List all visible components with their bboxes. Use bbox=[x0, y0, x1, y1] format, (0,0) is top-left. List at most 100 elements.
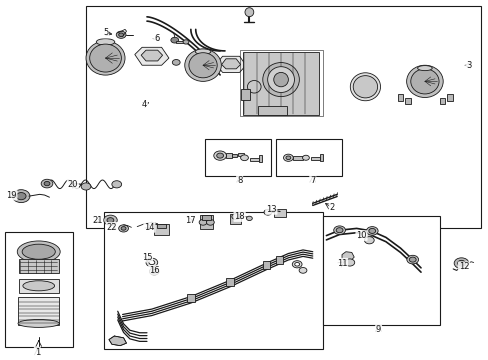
Circle shape bbox=[302, 155, 309, 160]
Circle shape bbox=[333, 226, 345, 234]
Text: 13: 13 bbox=[265, 205, 276, 214]
Circle shape bbox=[146, 258, 158, 267]
Bar bbox=[104, 212, 322, 348]
Circle shape bbox=[152, 270, 157, 273]
Text: 9: 9 bbox=[375, 325, 381, 334]
Text: 14: 14 bbox=[144, 223, 154, 232]
Ellipse shape bbox=[352, 76, 377, 98]
Circle shape bbox=[116, 31, 126, 39]
Circle shape bbox=[368, 228, 375, 233]
Polygon shape bbox=[216, 56, 245, 72]
Circle shape bbox=[285, 156, 290, 159]
Circle shape bbox=[240, 155, 248, 161]
Bar bbox=[310, 157, 319, 160]
Ellipse shape bbox=[417, 66, 431, 71]
Text: 5: 5 bbox=[102, 28, 108, 37]
Ellipse shape bbox=[247, 81, 261, 93]
Bar bbox=[249, 158, 258, 161]
Circle shape bbox=[16, 193, 26, 200]
Text: 7: 7 bbox=[309, 176, 315, 185]
Bar bbox=[239, 50, 322, 116]
Circle shape bbox=[121, 226, 126, 230]
Bar bbox=[447, 94, 452, 101]
Bar bbox=[19, 259, 59, 273]
Ellipse shape bbox=[96, 39, 115, 45]
Circle shape bbox=[294, 262, 299, 266]
Ellipse shape bbox=[244, 8, 253, 17]
Bar bbox=[230, 215, 241, 225]
Text: 10: 10 bbox=[356, 231, 366, 240]
Ellipse shape bbox=[195, 49, 210, 54]
Bar bbox=[157, 224, 165, 228]
Text: 19: 19 bbox=[6, 190, 17, 199]
Circle shape bbox=[364, 237, 373, 244]
Circle shape bbox=[112, 181, 122, 188]
Circle shape bbox=[366, 226, 377, 235]
Circle shape bbox=[172, 59, 180, 65]
Circle shape bbox=[213, 151, 226, 160]
Circle shape bbox=[103, 215, 117, 225]
Ellipse shape bbox=[183, 40, 188, 44]
Polygon shape bbox=[141, 50, 162, 61]
Circle shape bbox=[81, 183, 91, 190]
Text: 20: 20 bbox=[67, 180, 78, 189]
Bar bbox=[226, 278, 233, 286]
Polygon shape bbox=[341, 252, 353, 261]
Bar bbox=[19, 279, 59, 293]
Bar bbox=[273, 210, 285, 217]
Bar bbox=[187, 294, 194, 302]
Bar bbox=[439, 98, 445, 104]
Bar bbox=[201, 215, 211, 220]
Polygon shape bbox=[221, 59, 240, 69]
Circle shape bbox=[149, 268, 159, 275]
Circle shape bbox=[292, 261, 302, 268]
Bar bbox=[237, 153, 243, 156]
Text: 11: 11 bbox=[336, 259, 346, 268]
Text: 21: 21 bbox=[92, 216, 102, 225]
Circle shape bbox=[335, 228, 342, 233]
Bar bbox=[243, 52, 318, 114]
Bar bbox=[199, 215, 213, 229]
Bar bbox=[322, 216, 439, 325]
Circle shape bbox=[457, 260, 465, 266]
Ellipse shape bbox=[86, 41, 125, 75]
Text: 1: 1 bbox=[35, 348, 40, 357]
Circle shape bbox=[408, 257, 415, 262]
Bar bbox=[225, 153, 231, 158]
Bar bbox=[275, 256, 283, 264]
Ellipse shape bbox=[273, 72, 288, 87]
Circle shape bbox=[453, 258, 468, 269]
Bar bbox=[154, 224, 168, 235]
Bar bbox=[240, 89, 250, 100]
Ellipse shape bbox=[22, 244, 55, 259]
Bar bbox=[205, 139, 271, 176]
Bar bbox=[232, 154, 237, 157]
Text: 2: 2 bbox=[329, 203, 334, 212]
Circle shape bbox=[41, 179, 53, 188]
Ellipse shape bbox=[406, 65, 442, 98]
Text: 8: 8 bbox=[237, 176, 242, 185]
Ellipse shape bbox=[349, 73, 380, 101]
Bar bbox=[320, 154, 323, 161]
Ellipse shape bbox=[267, 67, 294, 93]
Circle shape bbox=[283, 154, 293, 161]
Bar bbox=[276, 139, 341, 176]
Circle shape bbox=[216, 153, 223, 158]
Polygon shape bbox=[361, 231, 371, 238]
Bar bbox=[86, 6, 480, 228]
Circle shape bbox=[12, 190, 30, 203]
Circle shape bbox=[206, 220, 214, 225]
Circle shape bbox=[406, 255, 418, 264]
Bar bbox=[18, 297, 60, 325]
Bar bbox=[175, 41, 184, 43]
Bar bbox=[4, 232, 73, 347]
Text: 12: 12 bbox=[458, 262, 468, 271]
Circle shape bbox=[119, 225, 128, 232]
Text: 4: 4 bbox=[142, 100, 147, 109]
Ellipse shape bbox=[410, 69, 438, 94]
Ellipse shape bbox=[188, 53, 217, 78]
Circle shape bbox=[344, 259, 354, 266]
Polygon shape bbox=[109, 336, 126, 346]
Bar bbox=[258, 155, 261, 162]
Circle shape bbox=[170, 37, 178, 43]
